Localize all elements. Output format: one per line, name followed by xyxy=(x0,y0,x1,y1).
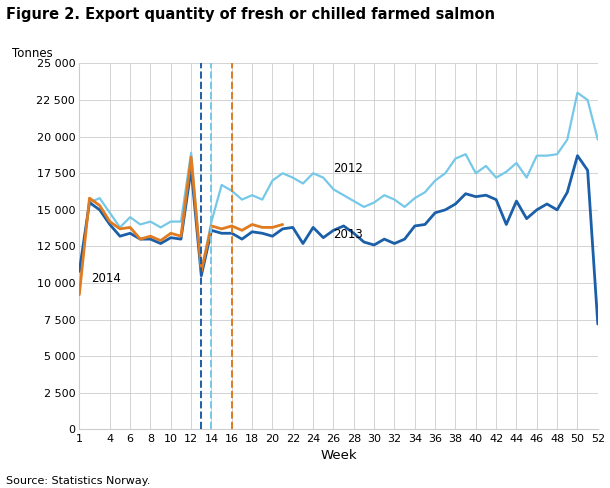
Text: Tonnes: Tonnes xyxy=(12,47,52,60)
Text: 2013: 2013 xyxy=(334,228,363,241)
Text: 2012: 2012 xyxy=(334,162,364,175)
X-axis label: Week: Week xyxy=(320,449,357,462)
Text: Source: Statistics Norway.: Source: Statistics Norway. xyxy=(6,476,151,486)
Text: Figure 2. Export quantity of fresh or chilled farmed salmon: Figure 2. Export quantity of fresh or ch… xyxy=(6,7,495,22)
Text: Easter week: Easter week xyxy=(0,487,1,488)
Text: 2014: 2014 xyxy=(92,272,121,285)
